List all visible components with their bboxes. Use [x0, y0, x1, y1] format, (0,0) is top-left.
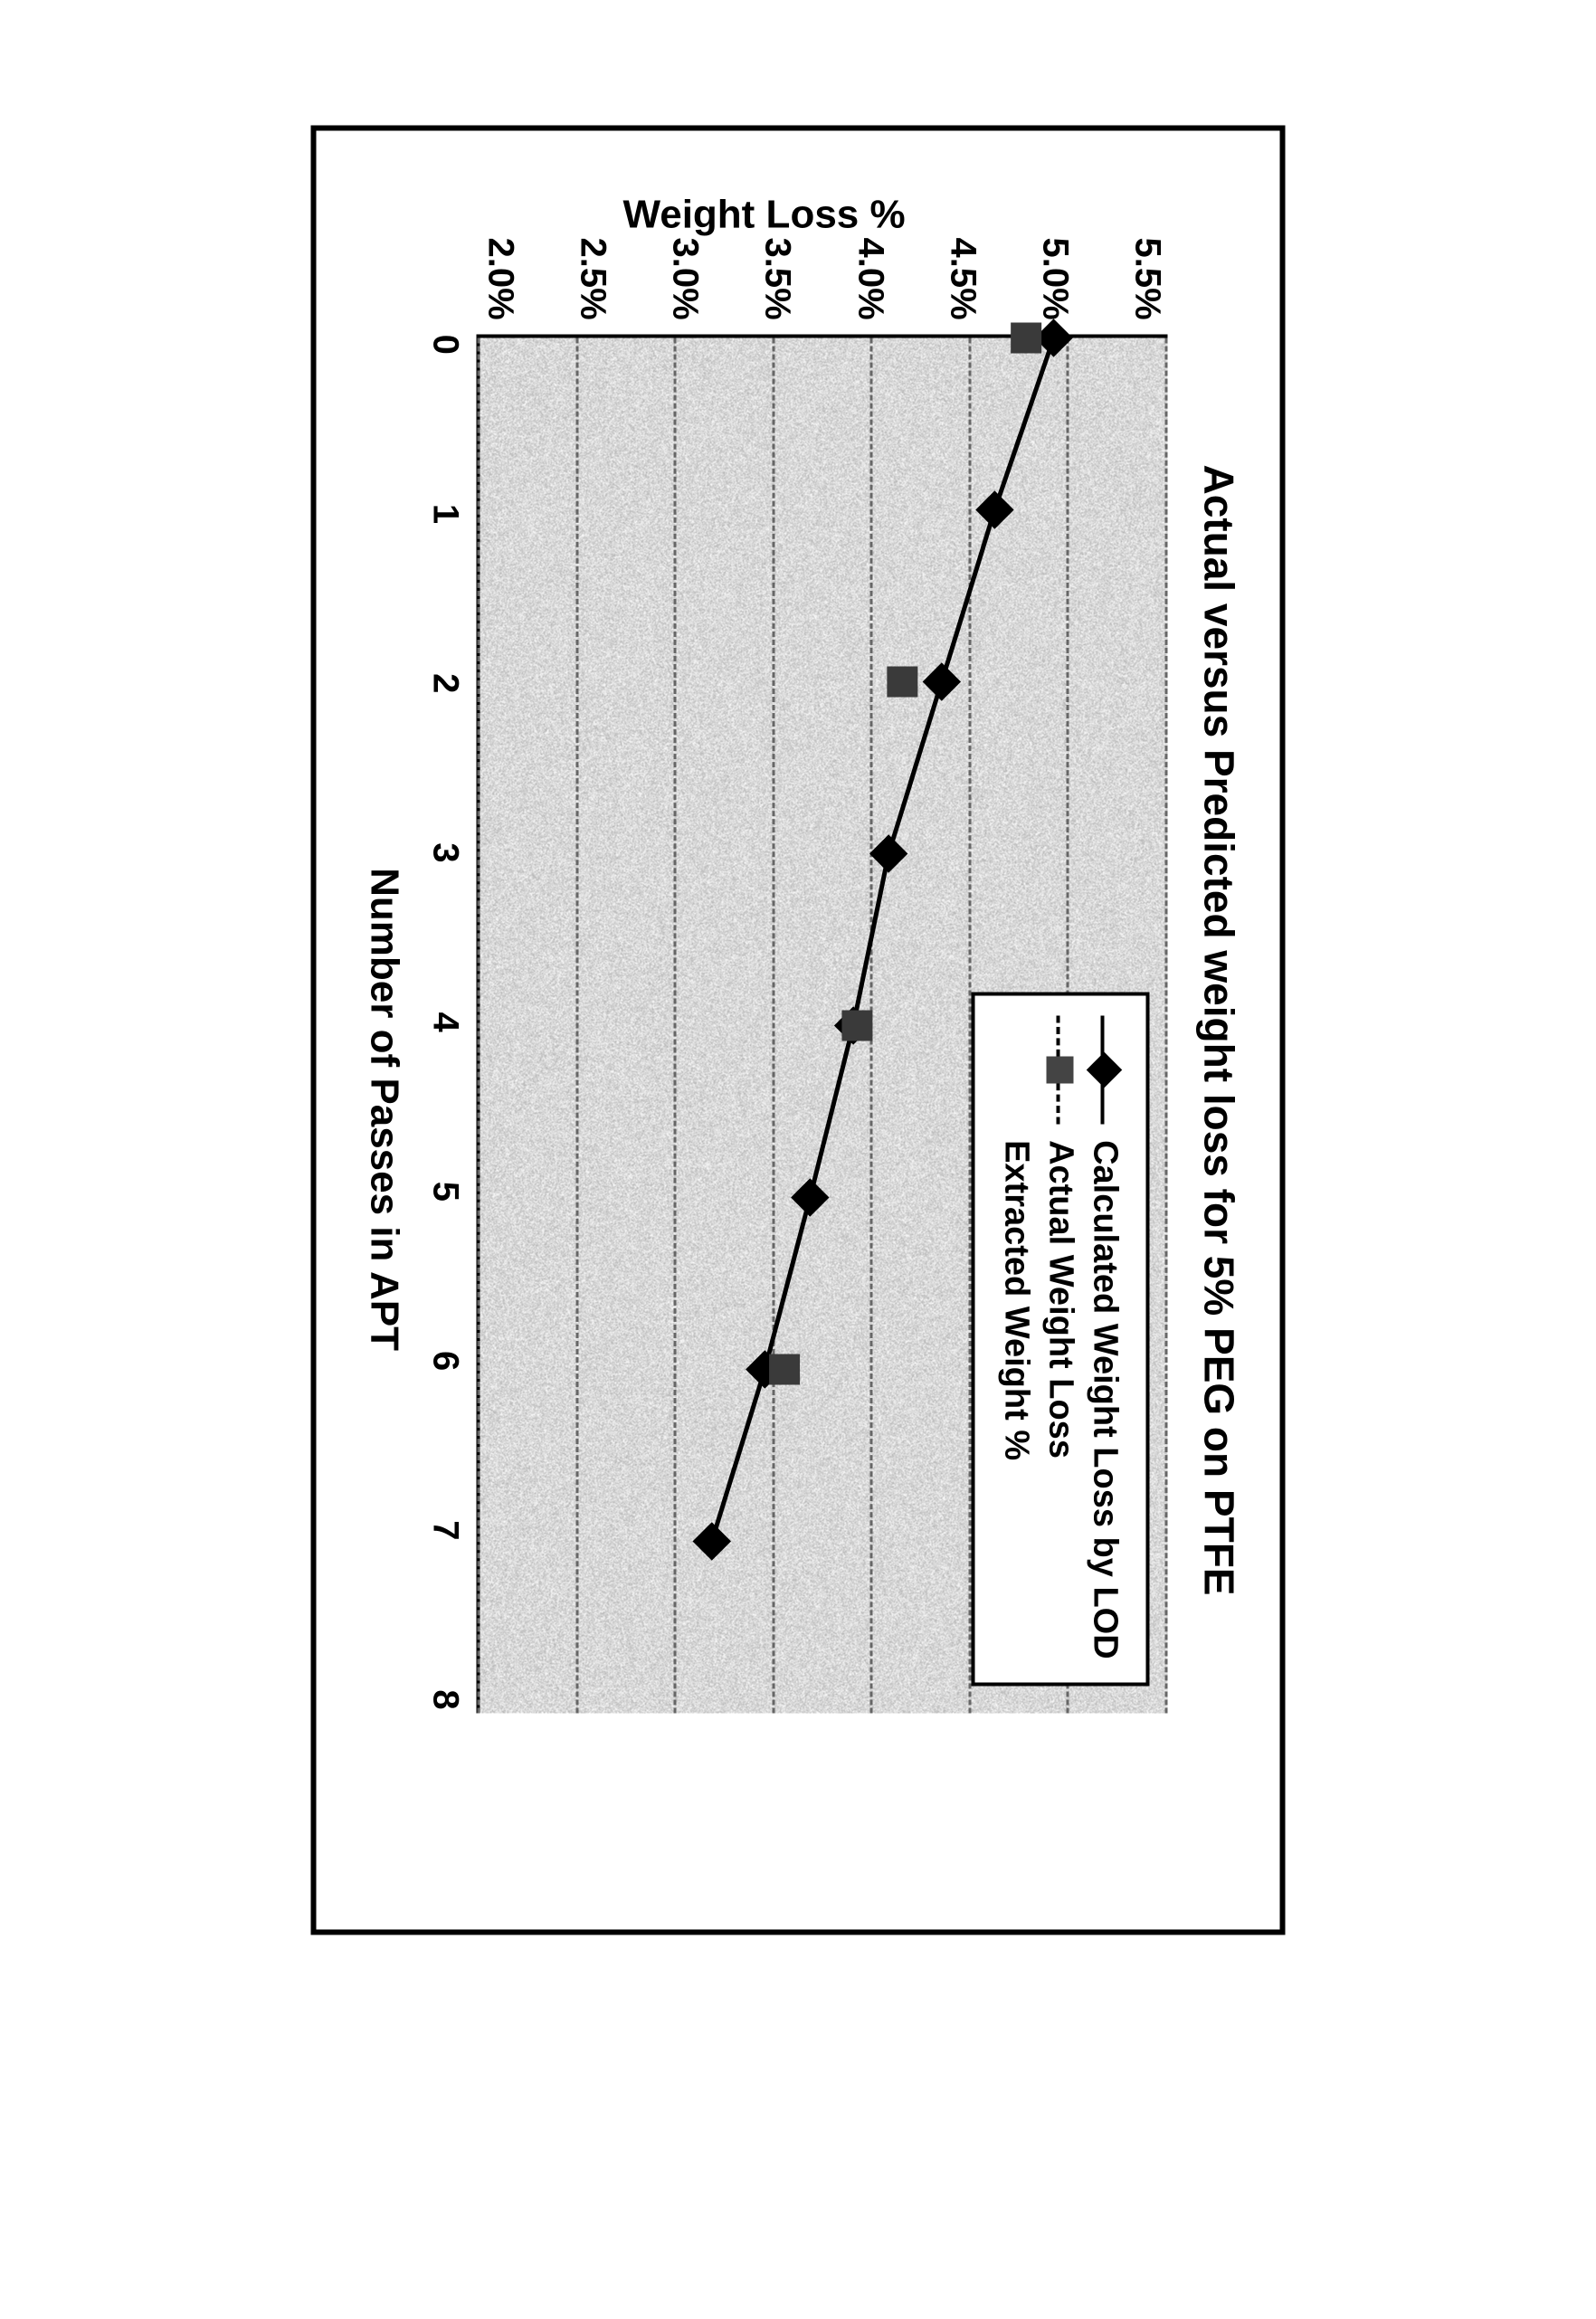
diamond-icon — [1087, 1051, 1123, 1088]
legend-marker — [1088, 1015, 1121, 1124]
legend-marker — [1000, 1015, 1032, 1124]
x-tick-label: 2 — [425, 673, 466, 693]
y-tick-label: 4.5% — [942, 238, 983, 320]
x-axis-label: Number of Passes in APT — [362, 335, 407, 1885]
legend: Calculated Weight Loss by LODActual Weig… — [972, 992, 1150, 1687]
y-tick-label: 3.0% — [665, 238, 706, 320]
y-tick-label: 2.5% — [573, 238, 613, 320]
legend-label: Calculated Weight Loss by LOD — [1086, 1140, 1125, 1659]
x-tick-label: 4 — [425, 1012, 466, 1032]
plot-area: Calculated Weight Loss by LODActual Weig… — [477, 335, 1168, 1714]
legend-marker — [1044, 1015, 1077, 1124]
y-tick-label: 5.0% — [1034, 238, 1075, 320]
y-tick-label: 4.0% — [850, 238, 890, 320]
plot-wrap: Calculated Weight Loss by LODActual Weig… — [362, 335, 1168, 1885]
square-marker — [887, 667, 917, 698]
chart-body: Weight Loss % 5.5% 5.0% 4.5% 4.0% 3.5% 3.0% 2.… — [362, 176, 1168, 1885]
diamond-marker — [693, 1522, 731, 1560]
legend-row: Actual Weight Loss — [1041, 1015, 1080, 1659]
square-icon — [1047, 1056, 1074, 1083]
square-marker — [769, 1354, 800, 1385]
chart-title: Actual versus Predicted weight loss for … — [1195, 176, 1244, 1885]
legend-label: Actual Weight Loss — [1041, 1140, 1080, 1459]
x-axis-ticks: 0 1 2 3 4 5 6 7 8 — [425, 335, 466, 1710]
diamond-marker — [923, 662, 961, 700]
x-tick-label: 7 — [425, 1520, 466, 1540]
legend-row: Extracted Weight % — [997, 1015, 1036, 1659]
y-tick-label: 3.5% — [757, 238, 798, 320]
chart-frame: Actual versus Predicted weight loss for … — [311, 126, 1286, 1935]
diamond-marker — [791, 1178, 829, 1216]
y-axis-label: Weight Loss % — [362, 176, 1168, 238]
y-tick-label: 5.5% — [1127, 238, 1168, 320]
x-tick-label: 0 — [425, 335, 466, 355]
x-tick-label: 6 — [425, 1351, 466, 1371]
x-tick-label: 1 — [425, 504, 466, 524]
legend-row: Calculated Weight Loss by LOD — [1086, 1015, 1125, 1659]
x-tick-label: 8 — [425, 1689, 466, 1709]
x-tick-label: 5 — [425, 1182, 466, 1202]
diamond-marker — [975, 490, 1013, 528]
diamond-marker — [869, 834, 907, 872]
legend-label: Extracted Weight % — [997, 1140, 1036, 1460]
square-marker — [841, 1011, 872, 1041]
y-tick-label: 2.0% — [480, 238, 521, 320]
x-tick-label: 3 — [425, 842, 466, 862]
y-axis-ticks: 5.5% 5.0% 4.5% 4.0% 3.5% 3.0% 2.5% 2.0% — [480, 238, 1168, 335]
square-marker — [1011, 323, 1041, 354]
